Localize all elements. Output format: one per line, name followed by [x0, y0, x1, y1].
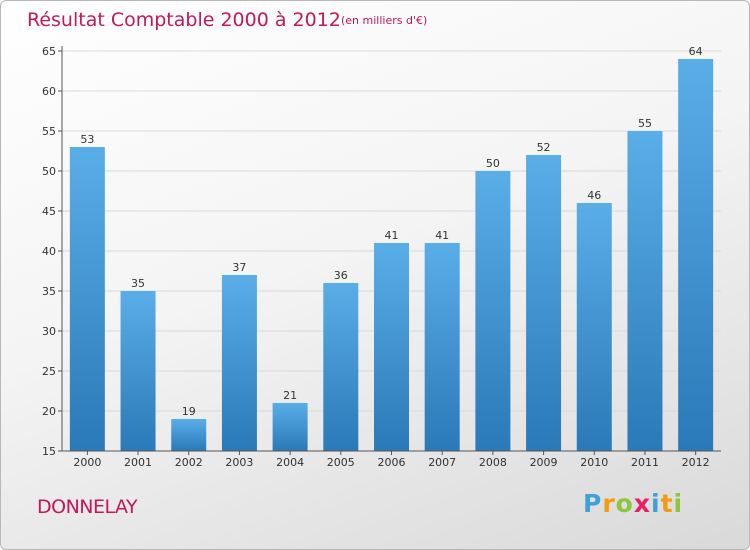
proxiti-logo[interactable]: Proxiti	[583, 489, 683, 518]
bar-value-label: 52	[537, 141, 551, 154]
y-tick-label: 45	[42, 205, 56, 218]
bar-2006	[374, 243, 409, 451]
bar-value-label: 64	[689, 45, 703, 58]
logo-letter: P	[583, 489, 603, 518]
x-tick-label: 2009	[530, 456, 558, 469]
bar-value-label: 19	[182, 405, 196, 418]
logo-letter: i	[673, 489, 684, 518]
logo-letter: o	[615, 489, 634, 518]
bar-value-label: 50	[486, 157, 500, 170]
bar-value-label: 36	[334, 269, 348, 282]
x-tick-label: 2008	[479, 456, 507, 469]
bar-2000	[69, 147, 105, 451]
bar-2002	[171, 419, 207, 451]
y-tick-label: 25	[42, 365, 56, 378]
chart-subtitle: (en milliers d'€)	[341, 14, 428, 27]
x-tick-label: 2000	[73, 456, 101, 469]
bar-2012	[678, 59, 714, 451]
x-tick-label: 2002	[175, 456, 203, 469]
x-tick-label: 2012	[682, 456, 710, 469]
bar-series: 53 35 19 37 21 36 41 41 50 52 46 55 64	[69, 45, 714, 451]
commune-name: DONNELAY	[37, 496, 138, 518]
axes: 15 20 25 30 35 40 45 50 55 60 65 2000 2001 2002 2003 20…	[42, 45, 721, 469]
x-tick-label: 2007	[428, 456, 456, 469]
y-tick-label: 20	[42, 405, 56, 418]
bar-value-label: 46	[587, 189, 601, 202]
y-tick-label: 55	[42, 125, 56, 138]
bar-value-label: 53	[80, 133, 94, 146]
y-tick-label: 30	[42, 325, 56, 338]
y-tick-label: 15	[42, 445, 56, 458]
x-tick-label: 2005	[327, 456, 355, 469]
bar-2004	[272, 403, 308, 451]
x-tick-label: 2006	[378, 456, 406, 469]
bar-2011	[627, 131, 663, 451]
bar-value-label: 41	[385, 229, 399, 242]
bar-2010	[576, 203, 612, 451]
chart-title: Résultat Comptable 2000 à 2012	[27, 9, 341, 31]
y-tick-label: 40	[42, 245, 56, 258]
x-tick-label: 2010	[580, 456, 608, 469]
x-tick-label: 2004	[276, 456, 304, 469]
x-tick-label: 2001	[124, 456, 152, 469]
y-tick-label: 65	[42, 45, 56, 58]
bar-2003	[221, 275, 257, 451]
logo-letter: t	[660, 489, 674, 518]
bar-value-label: 41	[435, 229, 449, 242]
bar-value-label: 37	[232, 261, 246, 274]
bar-2001	[120, 291, 156, 451]
bar-2009	[526, 155, 562, 451]
bar-2008	[475, 171, 511, 451]
bar-value-label: 55	[638, 117, 652, 130]
logo-letter: i	[651, 489, 661, 518]
x-tick-label: 2011	[631, 456, 659, 469]
y-tick-label: 50	[42, 165, 56, 178]
logo-letter: r	[602, 489, 616, 518]
bar-value-label: 21	[283, 389, 297, 402]
y-tick-label: 60	[42, 85, 56, 98]
x-tick-label: 2003	[225, 456, 253, 469]
logo-letter: x	[633, 489, 651, 518]
bar-2005	[323, 283, 359, 451]
bar-value-label: 35	[131, 277, 145, 290]
bar-2007	[424, 243, 460, 451]
y-tick-label: 35	[42, 285, 56, 298]
